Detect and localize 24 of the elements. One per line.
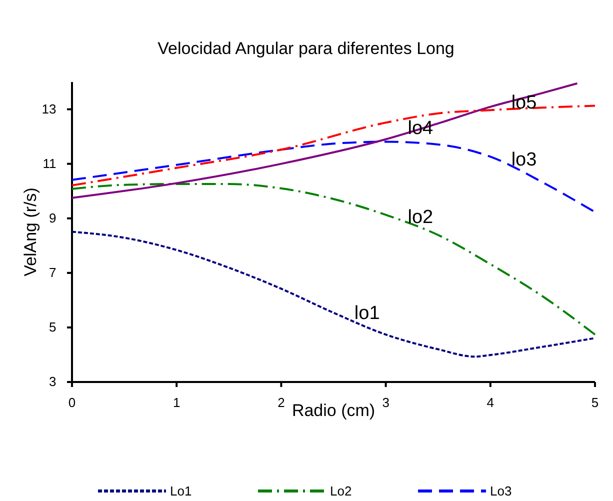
annotation: lo1 [354, 302, 380, 324]
line-series [71, 230, 596, 358]
y-tick-label: 3 [48, 374, 56, 390]
line-series [71, 82, 578, 199]
x-tick-label: 1 [172, 394, 180, 410]
legend-label: Lo1 [170, 484, 192, 499]
y-tick-label: 7 [48, 265, 56, 280]
y-tick-label: 11 [42, 156, 56, 171]
line-series [71, 183, 596, 336]
x-tick-label: 4 [486, 394, 494, 410]
x-tick-label: 0 [68, 394, 76, 410]
x-tick-label: 3 [382, 394, 390, 410]
x-tick-label: 2 [278, 394, 285, 410]
annotation: lo3 [511, 150, 537, 171]
annotation: lo2 [408, 206, 434, 228]
y-axis-title: VelAng (r/s) [21, 188, 40, 276]
x-axis-title: Radio (cm) [292, 401, 376, 420]
chart-title: Velocidad Angular para diferentes Long [158, 39, 454, 58]
y-tick-label: 9 [48, 210, 56, 226]
y-tick-label: 13 [42, 101, 56, 116]
legend-label: Lo2 [330, 484, 352, 499]
y-tick-label: 5 [48, 320, 56, 335]
x-tick-label: 5 [591, 394, 599, 410]
legend-label: Lo3 [490, 484, 512, 499]
